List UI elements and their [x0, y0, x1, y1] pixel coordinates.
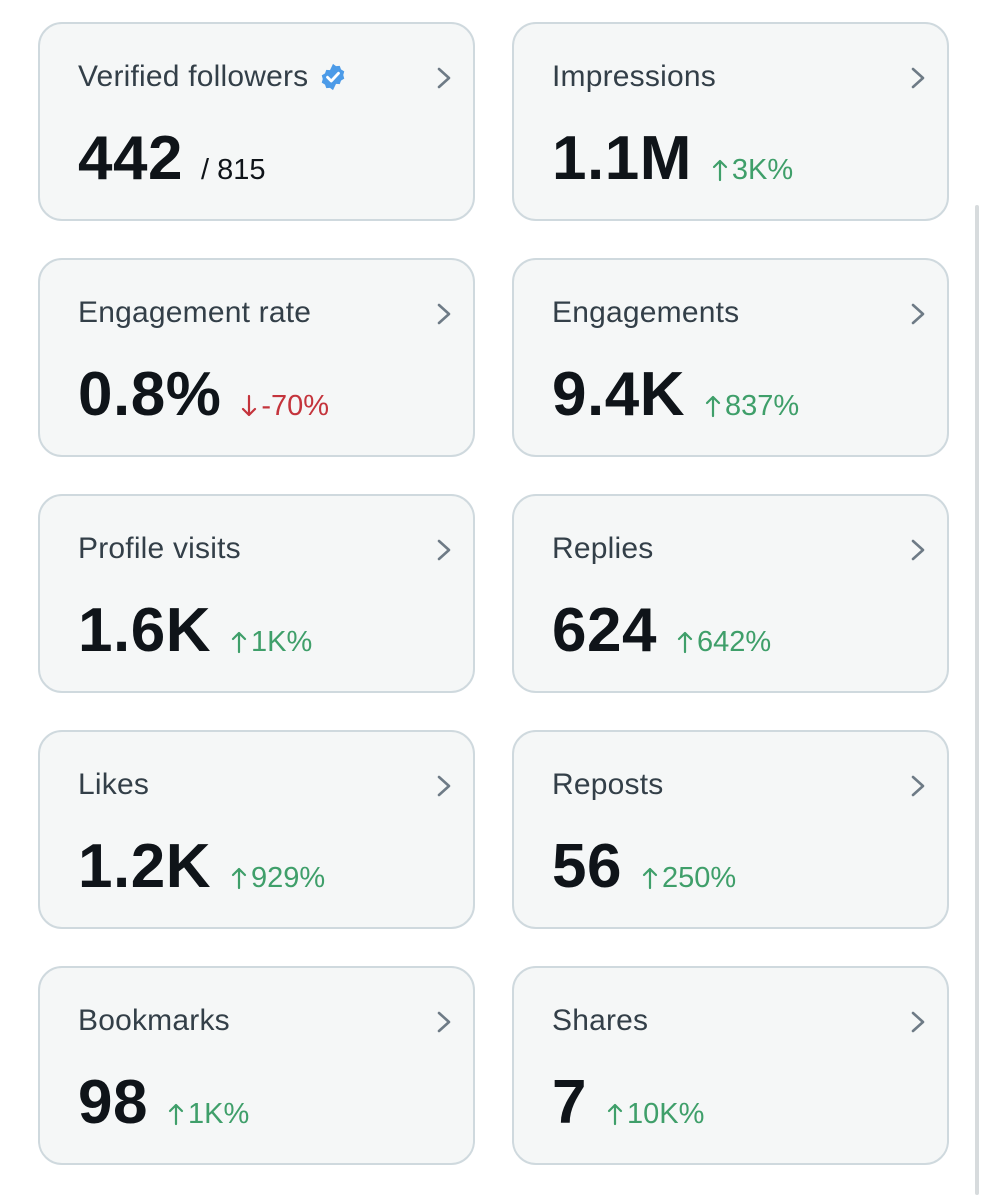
card-title: Profile visits — [78, 532, 241, 566]
card-reposts[interactable]: Reposts 56 250% — [512, 730, 949, 929]
chevron-right-icon — [911, 67, 925, 89]
change-indicator: 1K% — [168, 1098, 249, 1131]
change-indicator: 250% — [642, 862, 736, 895]
card-shares[interactable]: Shares 7 10K% — [512, 966, 949, 1165]
change-value: 1K% — [250, 626, 313, 658]
change-indicator: 10K% — [607, 1098, 704, 1131]
value-row: 1.2K 929% — [78, 832, 325, 902]
card-impressions[interactable]: Impressions 1.1M 3K% — [512, 22, 949, 221]
scrollbar[interactable] — [975, 205, 979, 1195]
arrow-up-icon — [231, 631, 247, 654]
metric-value: 1.6K — [78, 596, 211, 665]
card-title-label: Verified followers — [78, 60, 309, 93]
card-likes[interactable]: Likes 1.2K 929% — [38, 730, 475, 929]
arrow-up-icon — [677, 631, 693, 654]
metric-total: / 815 — [200, 154, 266, 186]
arrow-down-icon — [242, 394, 257, 417]
card-engagement-rate[interactable]: Engagement rate 0.8% -70% — [38, 258, 475, 457]
change-indicator: 3K% — [712, 154, 793, 187]
arrow-up-icon — [642, 867, 658, 890]
card-profile-visits[interactable]: Profile visits 1.6K 1K% — [38, 494, 475, 693]
change-value: 642% — [696, 626, 772, 658]
chevron-right-icon — [911, 775, 925, 797]
card-title-label: Shares — [552, 1004, 649, 1037]
change-indicator: 642% — [677, 626, 771, 659]
value-row: 1.6K 1K% — [78, 596, 312, 666]
arrow-up-icon — [231, 867, 247, 890]
value-row: 9.4K 837% — [552, 360, 799, 430]
chevron-right-icon — [437, 775, 451, 797]
card-title-label: Engagement rate — [78, 296, 312, 329]
value-row: 98 1K% — [78, 1068, 249, 1138]
arrow-up-icon — [705, 395, 721, 418]
card-title: Likes — [78, 768, 149, 802]
card-title: Impressions — [552, 60, 716, 94]
chevron-right-icon — [437, 1011, 451, 1033]
change-value: 250% — [661, 862, 737, 894]
card-title: Engagement rate — [78, 296, 311, 330]
card-title-label: Likes — [78, 768, 150, 801]
card-title: Engagements — [552, 296, 739, 330]
change-indicator: 1K% — [231, 626, 312, 659]
metrics-grid: Verified followers 442 / 815 Impressions — [38, 22, 949, 1165]
change-indicator: -70% — [241, 390, 329, 423]
value-row: 442 / 815 — [78, 124, 265, 194]
change-value: 10K% — [626, 1098, 705, 1130]
change-value: 837% — [724, 390, 800, 422]
value-row: 56 250% — [552, 832, 736, 902]
chevron-right-icon — [911, 539, 925, 561]
metric-value: 442 — [78, 124, 183, 193]
chevron-right-icon — [911, 303, 925, 325]
change-indicator: 837% — [705, 390, 799, 423]
card-title-label: Bookmarks — [78, 1004, 230, 1037]
card-replies[interactable]: Replies 624 642% — [512, 494, 949, 693]
value-row: 1.1M 3K% — [552, 124, 793, 194]
metric-value: 0.8% — [78, 360, 222, 429]
metric-value: 1.1M — [552, 124, 692, 193]
card-title: Replies — [552, 532, 653, 566]
change-value: 3K% — [731, 154, 794, 186]
chevron-right-icon — [911, 1011, 925, 1033]
metric-value: 9.4K — [552, 360, 685, 429]
card-title-label: Impressions — [552, 60, 716, 93]
card-title-label: Reposts — [552, 768, 664, 801]
card-title: Reposts — [552, 768, 663, 802]
arrow-up-icon — [607, 1103, 623, 1126]
change-value: 1K% — [187, 1098, 250, 1130]
card-title: Bookmarks — [78, 1004, 230, 1038]
verified-badge-icon — [322, 63, 345, 91]
metric-value: 1.2K — [78, 832, 211, 901]
metric-value: 624 — [552, 596, 657, 665]
arrow-up-icon — [168, 1103, 184, 1126]
metric-value: 98 — [78, 1068, 148, 1137]
card-verified-followers[interactable]: Verified followers 442 / 815 — [38, 22, 475, 221]
card-title-label: Replies — [552, 532, 654, 565]
value-row: 7 10K% — [552, 1068, 704, 1138]
chevron-right-icon — [437, 539, 451, 561]
card-title: Verified followers — [78, 60, 348, 94]
change-indicator: 929% — [231, 862, 325, 895]
card-bookmarks[interactable]: Bookmarks 98 1K% — [38, 966, 475, 1165]
card-title-label: Profile visits — [78, 532, 241, 565]
metric-value: 56 — [552, 832, 622, 901]
value-row: 0.8% -70% — [78, 360, 329, 430]
change-value: 929% — [250, 862, 326, 894]
card-title: Shares — [552, 1004, 648, 1038]
value-row: 624 642% — [552, 596, 771, 666]
chevron-right-icon — [437, 67, 451, 89]
card-title-label: Engagements — [552, 296, 740, 329]
chevron-right-icon — [437, 303, 451, 325]
metric-value: 7 — [552, 1068, 587, 1137]
change-value: -70% — [261, 390, 330, 422]
arrow-up-icon — [712, 159, 727, 182]
card-engagements[interactable]: Engagements 9.4K 837% — [512, 258, 949, 457]
